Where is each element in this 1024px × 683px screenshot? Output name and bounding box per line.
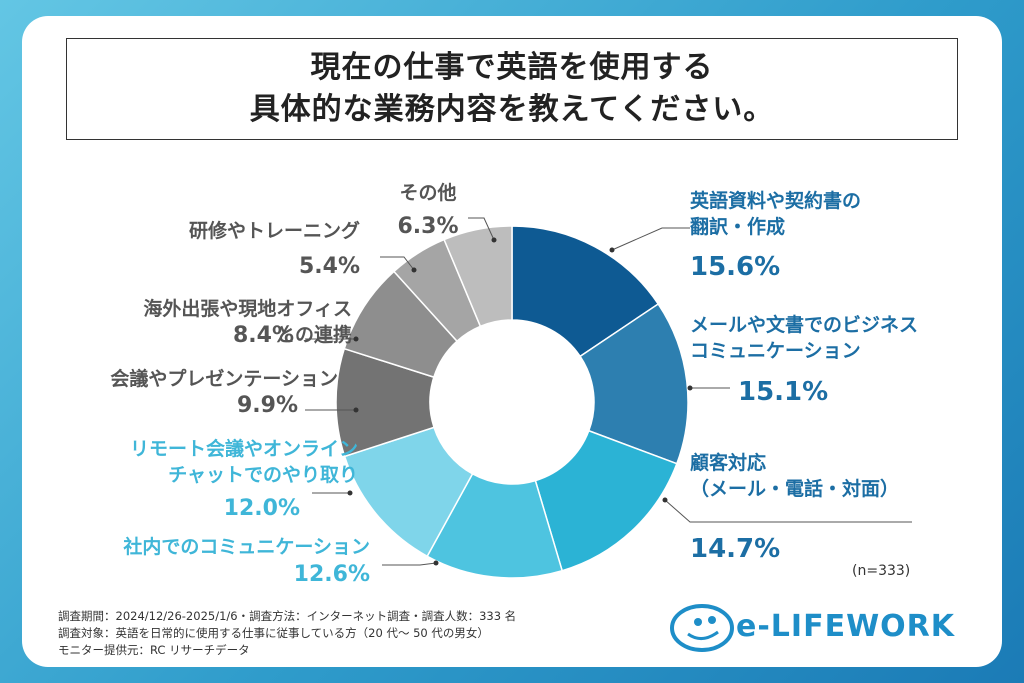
slice-label-0-0: 英語資料や契約書の	[690, 189, 861, 212]
leader-dot-8	[491, 237, 497, 243]
leader-line-7	[380, 256, 415, 271]
leader-line-3	[382, 562, 437, 566]
slice-label-0-1: 翻訳・作成	[690, 215, 785, 238]
leader-dot-5	[353, 407, 359, 413]
slice-label-5-0: 会議やプレゼンテーション	[110, 367, 338, 390]
slice-label-1-0: メールや文書でのビジネス	[690, 313, 918, 336]
leader-line-0	[611, 227, 690, 251]
title-line-2: 具体的な業務内容を教えてください。	[249, 92, 775, 127]
leader-dot-0	[609, 247, 615, 253]
slice-label-2-0: 顧客対応	[690, 451, 766, 474]
footnote-target: 調査対象：英語を日常的に使用する仕事に従事している方（20 代～ 50 代の男女…	[58, 626, 489, 640]
value-label-2: 14.7%	[690, 534, 780, 564]
pie-slice-1	[579, 302, 689, 465]
logo-mark	[670, 604, 734, 652]
footnote-period: 調査期間：2024/12/26-2025/1/6・調査方法：インターネット調査・…	[58, 609, 517, 623]
slice-label-3-0: 社内でのコミュニケーション	[122, 535, 370, 558]
leader-line-2	[664, 499, 912, 523]
slice-label-1-1: コミュニケーション	[690, 340, 861, 362]
value-label-6: 8.4%	[233, 323, 294, 348]
value-label-1: 15.1%	[738, 377, 828, 407]
value-label-7: 5.4%	[299, 254, 360, 279]
leader-line-8	[468, 217, 495, 241]
slice-label-6-1: との連携	[276, 323, 352, 346]
pie-slice-0	[511, 225, 660, 358]
leader-dot-6	[353, 336, 359, 342]
slice-label-7-0: 研修やトレーニング	[189, 219, 360, 242]
leader-dot-4	[347, 490, 353, 496]
slice-label-4-0: リモート会議やオンライン	[130, 437, 358, 460]
slice-label-2-1: （メール・電話・対面）	[690, 477, 899, 500]
slice-label-6-0: 海外出張や現地オフィス	[143, 297, 352, 320]
value-label-5: 9.9%	[237, 393, 298, 418]
slice-label-4-1: チャットでのやり取り	[168, 464, 358, 486]
value-label-4: 12.0%	[224, 496, 300, 521]
leader-dot-2	[662, 497, 668, 503]
logo-text: e-LIFEWORK	[736, 609, 956, 644]
title-line-1: 現在の仕事で英語を使用する	[310, 50, 714, 85]
pie-slice-8	[443, 225, 513, 328]
value-label-0: 15.6%	[690, 252, 780, 282]
title-box: 現在の仕事で英語を使用する 具体的な業務内容を教えてください。	[66, 38, 958, 140]
value-label-3: 12.6%	[294, 562, 370, 587]
leader-dot-1	[687, 385, 693, 391]
footnote-provider: モニター提供元：RC リサーチデータ	[58, 643, 250, 657]
value-label-8: 6.3%	[397, 214, 458, 239]
slice-label-8-0: その他	[399, 181, 456, 204]
leader-dot-3	[433, 560, 439, 566]
leader-dot-7	[411, 267, 417, 273]
sample-size-label: (n=333)	[852, 563, 911, 579]
